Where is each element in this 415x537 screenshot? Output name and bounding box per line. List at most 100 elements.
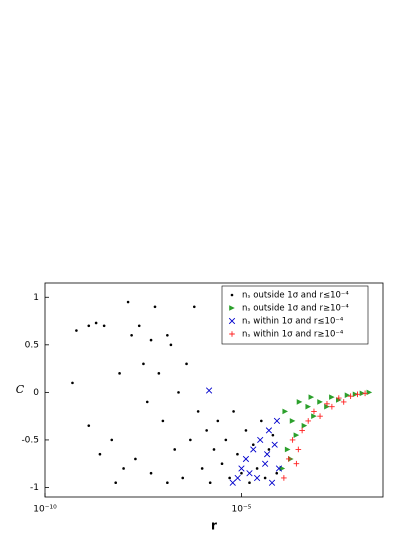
point (250, 446, 257, 453)
legend-label: nₛ within 1σ and r≤10⁻⁴ (242, 317, 344, 327)
point (75, 329, 78, 332)
point (142, 362, 145, 366)
point (200, 467, 204, 470)
point (289, 418, 296, 424)
point (293, 460, 300, 467)
point (289, 437, 296, 443)
legend-marker (228, 317, 236, 325)
y-axis-label: C (16, 383, 25, 396)
point (248, 481, 251, 485)
point (308, 394, 315, 400)
point (305, 403, 312, 410)
point (149, 471, 153, 475)
point (137, 324, 141, 328)
y-tick-label: -0.5 (21, 435, 39, 445)
point (122, 467, 125, 470)
point (268, 479, 276, 486)
point (273, 417, 281, 425)
plot-frame (44, 282, 384, 498)
point (255, 467, 259, 470)
point (275, 465, 283, 472)
point (169, 343, 173, 347)
point (244, 429, 248, 432)
point (275, 471, 279, 475)
legend-label: nₛ within 1σ and r≥10⁻⁴ (242, 330, 344, 340)
point (263, 476, 267, 480)
point (220, 462, 224, 466)
point (340, 399, 347, 405)
point (173, 448, 177, 451)
point (145, 400, 149, 404)
point (317, 399, 323, 405)
y-tick-label: 0.5 (25, 340, 39, 350)
point (181, 476, 185, 480)
point (110, 438, 114, 442)
point (228, 476, 231, 480)
point (284, 446, 291, 453)
point (271, 441, 278, 448)
point (98, 452, 102, 456)
point (238, 465, 245, 472)
point (157, 372, 161, 375)
point (293, 432, 300, 438)
point (166, 334, 169, 337)
point (335, 395, 342, 401)
x-axis-label: r (211, 519, 217, 533)
point (299, 427, 305, 434)
point (253, 474, 261, 482)
point (114, 481, 118, 485)
point (296, 399, 303, 405)
point (295, 446, 302, 453)
legend-marker (230, 293, 234, 297)
point (205, 429, 208, 432)
point (130, 334, 133, 337)
point (149, 338, 153, 342)
point (262, 460, 269, 467)
point (118, 372, 121, 375)
y-tick-label: 0 (33, 388, 39, 398)
point (126, 300, 130, 304)
point (311, 413, 317, 419)
y-tick-label: -1 (30, 483, 39, 493)
point (177, 391, 180, 394)
point (216, 419, 220, 423)
point (329, 394, 335, 400)
y-tick-label: 1 (33, 293, 39, 303)
point (71, 381, 74, 385)
legend-label: nₛ outside 1σ and r≥10⁻⁴ (242, 304, 349, 314)
point (311, 408, 317, 415)
point (271, 433, 275, 437)
point (246, 470, 253, 477)
point (267, 448, 271, 451)
point (251, 443, 255, 446)
point (205, 387, 213, 394)
point (282, 408, 289, 415)
point (166, 481, 169, 485)
point (362, 390, 368, 397)
point (229, 479, 236, 486)
point (94, 321, 98, 325)
legend-marker (229, 331, 235, 337)
x-tick-label: 10⁻¹⁰ (33, 505, 57, 515)
point (196, 410, 200, 413)
point (161, 419, 165, 423)
point (260, 419, 263, 423)
point (232, 410, 235, 413)
point (329, 403, 335, 410)
x-tick-label: 10⁻⁵ (232, 505, 252, 515)
legend-label: nₛ outside 1σ and r≤10⁻⁴ (242, 291, 349, 301)
point (236, 452, 239, 456)
point (212, 448, 216, 451)
point (208, 481, 212, 485)
point (347, 393, 354, 399)
point (87, 324, 91, 328)
point (153, 305, 157, 309)
point (234, 474, 241, 482)
point (189, 438, 192, 442)
point (192, 305, 196, 309)
point (301, 422, 308, 429)
point (224, 438, 228, 442)
legend-box (221, 285, 369, 345)
point (185, 362, 188, 366)
